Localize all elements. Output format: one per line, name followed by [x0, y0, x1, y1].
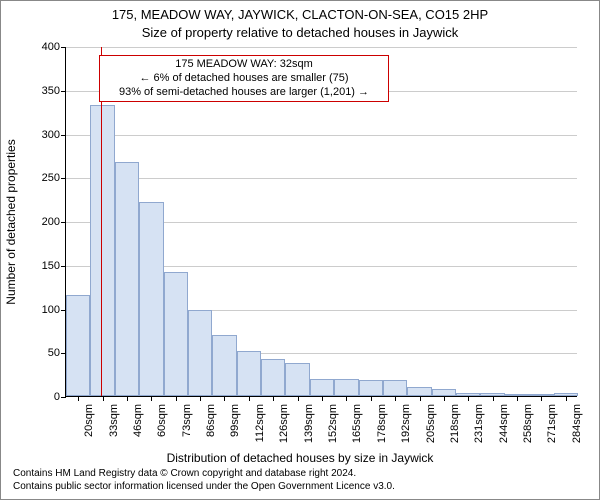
y-tick-label: 350 [42, 85, 60, 97]
bar [432, 389, 456, 396]
x-tick-mark [103, 396, 104, 401]
y-tick-label: 0 [54, 391, 60, 403]
y-axis-label: Number of detached properties [4, 139, 18, 304]
grid-line [66, 178, 577, 179]
x-tick-mark [395, 396, 396, 401]
bar [359, 380, 383, 396]
y-tick-mark [61, 222, 66, 223]
footer-attribution: Contains HM Land Registry data © Crown c… [13, 468, 395, 493]
x-tick-label: 218sqm [449, 404, 461, 443]
x-tick-label: 231sqm [473, 404, 485, 443]
footer-line-2: Contains public sector information licen… [13, 481, 395, 494]
y-tick-label: 250 [42, 172, 60, 184]
x-tick-label: 139sqm [303, 404, 315, 443]
y-tick-mark [61, 47, 66, 48]
bar [139, 202, 163, 396]
y-tick-mark [61, 135, 66, 136]
x-tick-label: 20sqm [83, 404, 95, 437]
x-tick-label: 33sqm [108, 404, 120, 437]
y-tick-label: 300 [42, 129, 60, 141]
x-tick-label: 99sqm [229, 404, 241, 437]
bar [334, 379, 358, 397]
x-tick-mark [273, 396, 274, 401]
x-tick-mark [78, 396, 79, 401]
x-tick-label: 126sqm [278, 404, 290, 443]
x-tick-mark [249, 396, 250, 401]
x-tick-label: 205sqm [425, 404, 437, 443]
annotation-box: 175 MEADOW WAY: 32sqm← 6% of detached ho… [99, 55, 389, 102]
bar [285, 363, 309, 396]
x-tick-label: 284sqm [571, 404, 583, 443]
chart-title-sub: Size of property relative to detached ho… [1, 25, 599, 40]
x-tick-mark [541, 396, 542, 401]
annotation-line: ← 6% of detached houses are smaller (75) [106, 72, 382, 86]
x-tick-label: 271sqm [546, 404, 558, 443]
y-tick-mark [61, 91, 66, 92]
footer-line-1: Contains HM Land Registry data © Crown c… [13, 468, 395, 481]
y-tick-label: 150 [42, 260, 60, 272]
y-tick-label: 50 [48, 347, 60, 359]
y-tick-mark [61, 266, 66, 267]
x-tick-label: 244sqm [498, 404, 510, 443]
x-tick-mark [444, 396, 445, 401]
x-tick-mark [420, 396, 421, 401]
x-tick-mark [224, 396, 225, 401]
bar [212, 335, 236, 396]
x-tick-mark [493, 396, 494, 401]
grid-line [66, 47, 577, 48]
x-tick-mark [176, 396, 177, 401]
y-tick-label: 200 [42, 216, 60, 228]
x-tick-label: 152sqm [327, 404, 339, 443]
figure-container: 175, MEADOW WAY, JAYWICK, CLACTON-ON-SEA… [0, 0, 600, 500]
x-tick-mark [200, 396, 201, 401]
x-tick-label: 46sqm [132, 404, 144, 437]
x-tick-mark [566, 396, 567, 401]
x-tick-mark [468, 396, 469, 401]
x-tick-label: 112sqm [254, 404, 266, 442]
x-tick-mark [127, 396, 128, 401]
bar [383, 380, 407, 396]
x-tick-mark [151, 396, 152, 401]
x-tick-label: 258sqm [522, 404, 534, 443]
bar [407, 387, 431, 396]
y-tick-label: 100 [42, 304, 60, 316]
y-tick-mark [61, 397, 66, 398]
x-tick-label: 165sqm [351, 404, 363, 443]
bar [261, 359, 285, 396]
bar [90, 105, 114, 396]
chart-title-main: 175, MEADOW WAY, JAYWICK, CLACTON-ON-SEA… [1, 7, 599, 22]
bar [310, 379, 334, 397]
bar [188, 310, 212, 396]
y-tick-mark [61, 178, 66, 179]
x-tick-label: 73sqm [181, 404, 193, 437]
x-tick-mark [322, 396, 323, 401]
grid-line [66, 135, 577, 136]
x-tick-mark [298, 396, 299, 401]
bar [115, 162, 139, 397]
x-tick-label: 86sqm [205, 404, 217, 437]
x-tick-mark [346, 396, 347, 401]
bar [164, 272, 188, 396]
bar [237, 351, 261, 397]
y-tick-label: 400 [42, 41, 60, 53]
x-axis-label: Distribution of detached houses by size … [1, 451, 599, 465]
x-tick-label: 60sqm [156, 404, 168, 437]
x-tick-mark [517, 396, 518, 401]
annotation-line: 93% of semi-detached houses are larger (… [106, 86, 382, 100]
x-tick-label: 178sqm [376, 404, 388, 443]
x-tick-label: 192sqm [400, 404, 412, 443]
x-tick-mark [371, 396, 372, 401]
annotation-line: 175 MEADOW WAY: 32sqm [106, 58, 382, 72]
bar [66, 295, 90, 396]
